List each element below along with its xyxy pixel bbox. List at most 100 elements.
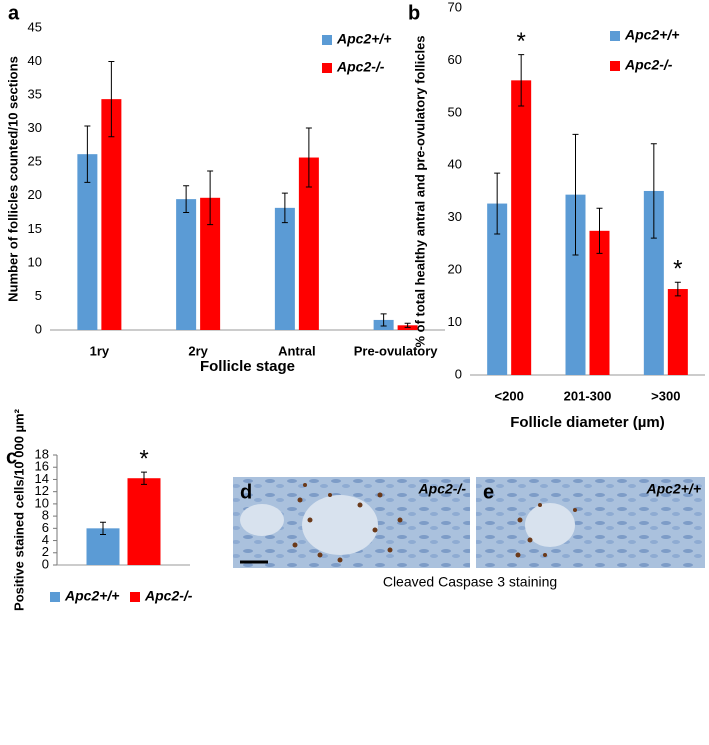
error-bar (183, 185, 190, 214)
y-axis-label: Positive stained cells/10 000 µm² (11, 408, 26, 611)
y-tick-label: 50 (448, 104, 462, 119)
lumen (302, 495, 378, 555)
legend-swatch (610, 31, 620, 41)
legend-swatch (322, 35, 332, 45)
bar (176, 199, 197, 330)
panel-label: a (8, 2, 20, 24)
error-bar (84, 125, 91, 183)
error-bar (281, 192, 288, 224)
error-bar (518, 54, 525, 107)
panel-label: c (6, 446, 17, 468)
bar (101, 99, 122, 330)
x-tick-label: >300 (651, 388, 680, 403)
error-bar (305, 127, 312, 188)
x-tick-label: <200 (495, 388, 524, 403)
error-bar (596, 207, 603, 254)
legend-swatch (130, 592, 140, 602)
bar (643, 190, 664, 375)
y-tick-label: 0 (455, 366, 462, 381)
bar (200, 197, 221, 330)
legend-label: Apc2-/- (624, 57, 673, 73)
image-e (476, 477, 705, 568)
error-bar (494, 172, 501, 235)
error-bar (572, 133, 579, 256)
legend-label: Apc2+/+ (64, 588, 119, 604)
caption: Cleaved Caspase 3 staining (383, 574, 557, 590)
x-tick-label: Antral (278, 343, 316, 358)
error-bar (380, 313, 387, 327)
y-tick-label: 18 (35, 446, 49, 461)
bar (77, 154, 98, 330)
legend-label: Apc2+/+ (336, 31, 391, 47)
y-tick-label: 12 (35, 483, 49, 498)
bar (298, 157, 319, 330)
stained-cells (515, 503, 577, 558)
y-tick-label: 0 (35, 321, 42, 336)
y-tick-label: 10 (35, 495, 49, 510)
x-axis-label: Follicle diameter (µm) (510, 414, 665, 431)
legend-label: Apc2+/+ (624, 27, 679, 43)
significance: * (673, 256, 682, 283)
y-tick-label: 30 (28, 120, 42, 135)
bar (487, 203, 508, 375)
bar (565, 194, 586, 375)
significance: * (516, 28, 525, 55)
y-tick-label: 70 (448, 0, 462, 14)
legend-swatch (610, 61, 620, 71)
y-tick-label: 20 (28, 187, 42, 202)
y-tick-label: 0 (42, 556, 49, 571)
error-bar (650, 143, 657, 239)
y-tick-label: 10 (28, 254, 42, 269)
legend-label: Apc2-/- (144, 588, 193, 604)
error-bar (674, 281, 681, 297)
bar (511, 80, 532, 375)
x-axis-label: Follicle stage (200, 358, 295, 375)
lumen (525, 503, 575, 547)
y-tick-label: 8 (42, 508, 49, 523)
bar (589, 230, 610, 375)
y-tick-label: 20 (448, 262, 462, 277)
y-tick-label: 15 (28, 221, 42, 236)
error-bar (141, 471, 147, 485)
panel-label: b (408, 2, 420, 24)
bar (127, 478, 161, 565)
lumen (240, 504, 284, 536)
bar (667, 289, 688, 375)
x-tick-label: 1ry (90, 343, 110, 358)
y-tick-label: 2 (42, 544, 49, 559)
y-tick-label: 14 (35, 471, 49, 486)
panel-label: e (483, 481, 494, 503)
panel-label: d (240, 481, 252, 503)
error-bar (108, 61, 115, 138)
y-tick-label: 16 (35, 459, 49, 474)
genotype-label: Apc2-/- (418, 481, 467, 497)
error-bar (207, 170, 214, 226)
legend-swatch (322, 63, 332, 73)
y-tick-label: 6 (42, 520, 49, 535)
legend-label: Apc2-/- (336, 59, 385, 75)
micrograph-d (233, 477, 470, 568)
genotype-label: Apc2+/+ (646, 481, 701, 497)
y-tick-label: 40 (28, 53, 42, 68)
y-tick-label: 5 (35, 288, 42, 303)
error-bar (100, 521, 106, 535)
y-tick-label: 45 (28, 19, 42, 34)
y-axis-label: % of total healthy antral and pre-ovulat… (412, 35, 427, 347)
bar (274, 207, 295, 330)
y-axis-label: Number of follicles counted/10 sections (5, 56, 20, 302)
x-tick-label: Pre-ovulatory (354, 343, 439, 358)
y-tick-label: 40 (448, 157, 462, 172)
y-tick-label: 25 (28, 154, 42, 169)
x-tick-label: 201-300 (564, 388, 612, 403)
error-bar (404, 322, 411, 328)
significance: * (139, 445, 148, 472)
stained-cells (292, 483, 403, 563)
y-tick-label: 30 (448, 209, 462, 224)
micrograph-e (476, 477, 705, 568)
y-tick-label: 35 (28, 87, 42, 102)
legend-swatch (50, 592, 60, 602)
x-tick-label: 2ry (188, 343, 208, 358)
y-tick-label: 60 (448, 52, 462, 67)
y-tick-label: 4 (42, 532, 49, 547)
